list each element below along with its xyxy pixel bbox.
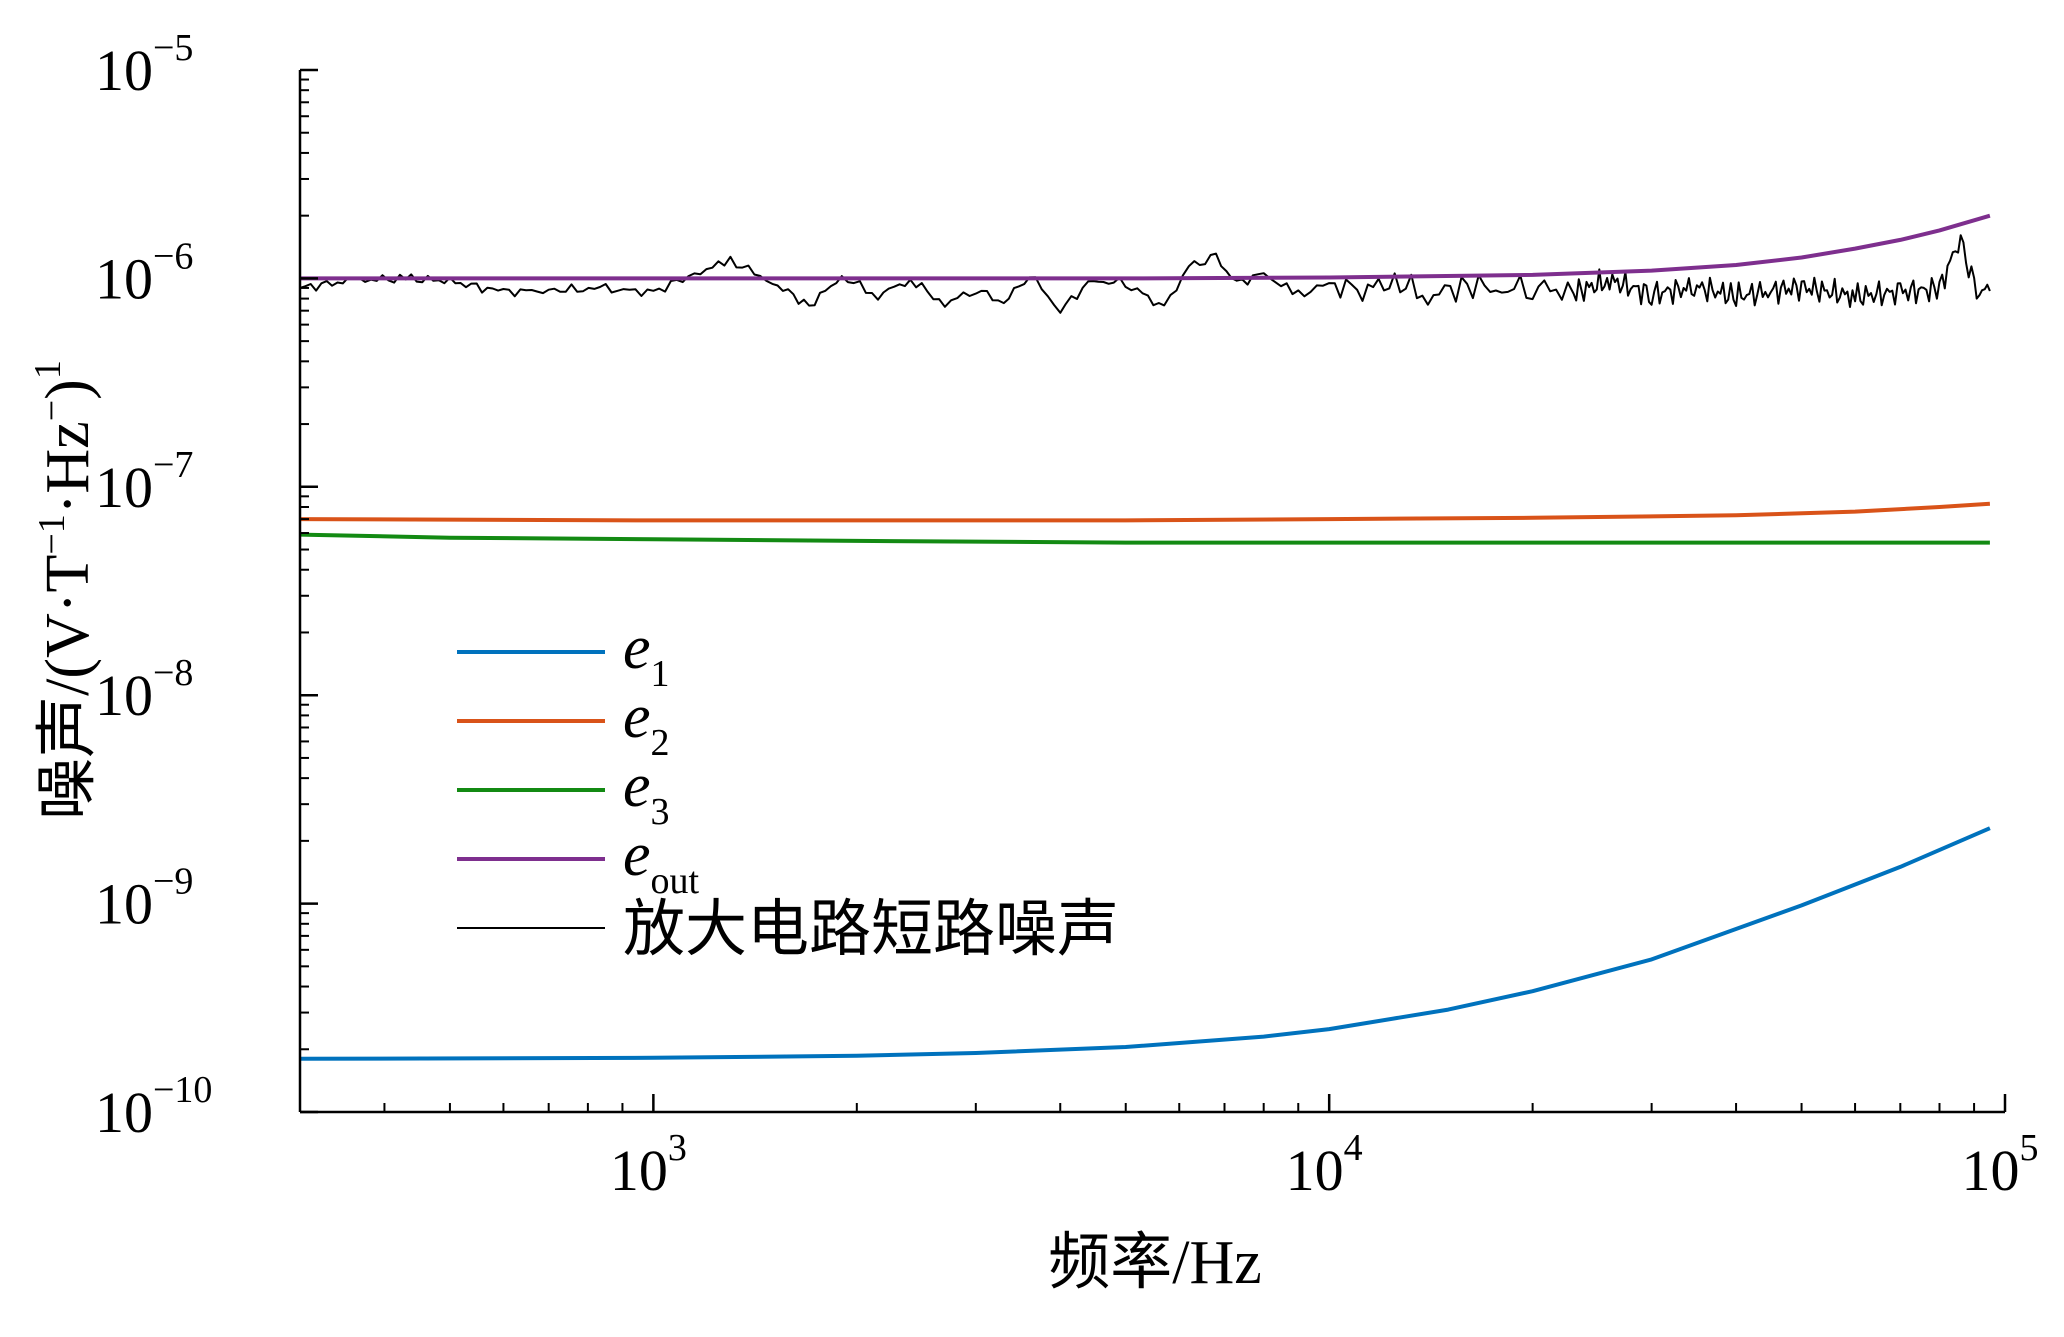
- y-axis-label: 噪声/(V·T−1·Hz−)1: [27, 360, 102, 820]
- y-tick-exp: −6: [153, 235, 193, 277]
- x-tick-base: 10: [1962, 1138, 2020, 1203]
- y-label-sup1: −1: [31, 514, 73, 554]
- x-tick-label: 103: [610, 1127, 687, 1203]
- series-line-放大电路短路噪声: [299, 234, 1991, 314]
- axes-layer: [298, 70, 2005, 1114]
- legend-label-e1: e1: [623, 614, 670, 695]
- legend-label-e3: e3: [623, 752, 670, 833]
- legend-label-sub: out: [651, 860, 700, 902]
- series-layer: [299, 213, 1991, 1061]
- y-tick-base: 10: [95, 663, 153, 728]
- legend-label-main: e: [623, 752, 651, 820]
- y-tick-base: 10: [95, 872, 153, 937]
- y-tick-base: 10: [95, 455, 153, 520]
- y-tick-label: 10−10: [95, 1069, 212, 1145]
- legend-label-eout: eout: [623, 821, 700, 902]
- y-tick-exp: −10: [153, 1069, 212, 1111]
- y-tick-exp: −9: [153, 861, 193, 903]
- y-tick-label: 10−7: [95, 444, 193, 520]
- legend-label-main: e: [623, 683, 651, 751]
- series-line-e1: [299, 826, 1991, 1061]
- series-line-e2: [299, 501, 1991, 523]
- legend-label-e2: e2: [623, 683, 670, 764]
- y-label-sup3: 1: [27, 360, 69, 379]
- x-tick-label: 104: [1286, 1127, 1363, 1203]
- legend-label-sub: 1: [651, 653, 670, 695]
- x-tick-base: 10: [610, 1138, 668, 1203]
- x-axis-label: 频率/Hz: [1048, 1229, 1262, 1297]
- x-tick-base: 10: [1286, 1138, 1344, 1203]
- y-tick-label: 10−5: [95, 27, 193, 103]
- y-tick-exp: −7: [153, 444, 193, 486]
- x-tick-exp: 3: [668, 1127, 687, 1169]
- series-line-e3: [299, 532, 1990, 545]
- y-label-prefix: 噪声/(V·T: [34, 555, 102, 820]
- y-tick-base: 10: [95, 38, 153, 103]
- legend-label-sub: 3: [651, 791, 670, 833]
- y-label-mid: ·Hz: [34, 421, 102, 514]
- y-tick-base: 10: [95, 246, 153, 311]
- y-tick-label: 10−8: [95, 652, 193, 728]
- y-tick-exp: −5: [153, 27, 193, 69]
- x-tick-exp: 5: [2020, 1127, 2039, 1169]
- x-tick-exp: 4: [1344, 1127, 1363, 1169]
- legend-label-放大电路短路噪声: 放大电路短路噪声: [623, 896, 1119, 964]
- y-tick-label: 10−6: [95, 235, 193, 311]
- y-label-sup2: −: [31, 400, 73, 421]
- legend-label-main: e: [623, 614, 651, 682]
- series-line-eout: [300, 213, 1991, 281]
- y-tick-exp: −8: [153, 652, 193, 694]
- x-tick-label: 105: [1962, 1127, 2039, 1203]
- y-label-close: ): [34, 379, 102, 400]
- y-tick-base: 10: [95, 1080, 153, 1145]
- legend-label-sub: 2: [651, 722, 670, 764]
- y-tick-label: 10−9: [95, 861, 193, 937]
- legend-label-main: e: [623, 821, 651, 889]
